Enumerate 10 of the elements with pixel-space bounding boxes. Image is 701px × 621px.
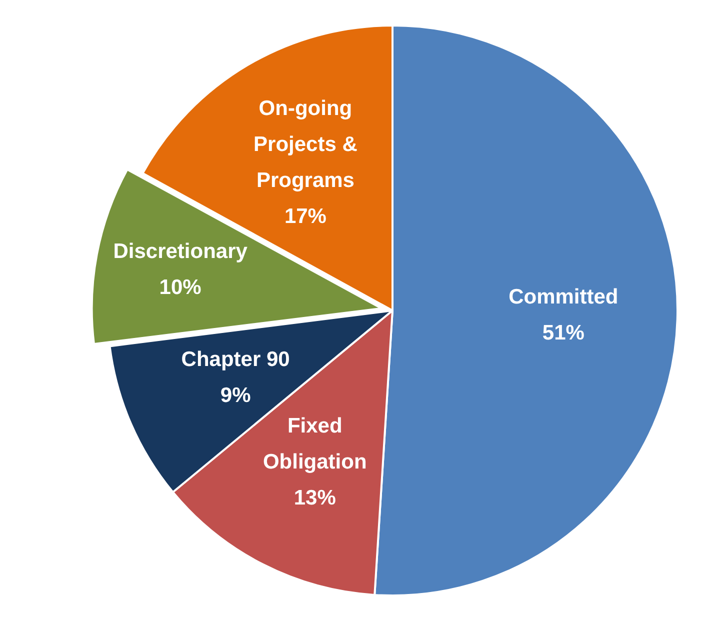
data-label: 13% bbox=[294, 486, 336, 510]
slice-label: Chapter 90 bbox=[181, 348, 290, 372]
data-label: 51% bbox=[542, 322, 585, 345]
slice-label: On-going Projects & Programs bbox=[254, 97, 358, 192]
slice-label: Discretionary bbox=[113, 240, 248, 263]
slice-label: Fixed Obligation bbox=[262, 414, 367, 474]
data-label: 10% bbox=[159, 276, 202, 299]
data-label: 9% bbox=[220, 384, 252, 408]
data-label: 17% bbox=[284, 205, 327, 228]
slice-label: Committed bbox=[508, 286, 618, 309]
